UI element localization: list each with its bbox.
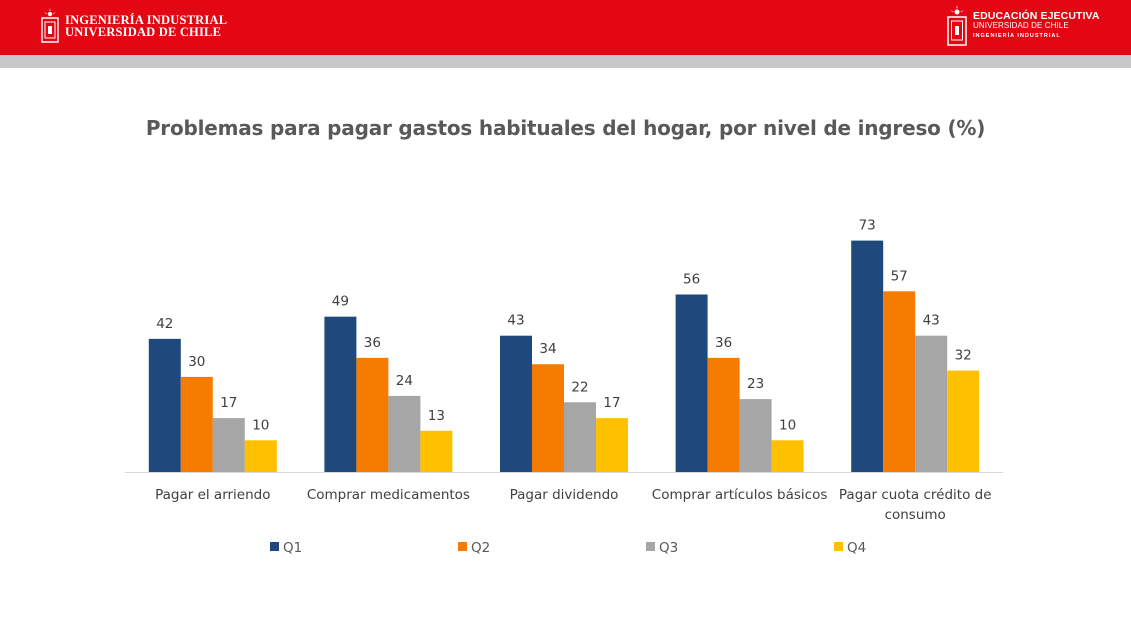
category-label: Comprar artículos básicos: [652, 487, 828, 503]
data-label: 23: [747, 376, 764, 392]
ingenieria-industrial-logo[interactable]: INGENIERÍA INDUSTRIAL UNIVERSIDAD DE CHI…: [40, 7, 227, 45]
legend-label: Q4: [847, 540, 866, 556]
educacion-ejecutiva-logo[interactable]: EDUCACIÓN EJECUTIVA UNIVERSIDAD DE CHILE…: [946, 4, 1100, 48]
data-label: 73: [859, 218, 876, 234]
bar-q4: [596, 418, 628, 472]
data-label: 17: [220, 395, 237, 411]
university-seal-icon: [41, 8, 59, 43]
data-label: 49: [332, 294, 349, 310]
category-label: Comprar medicamentos: [307, 487, 470, 503]
data-label: 57: [891, 268, 908, 284]
data-label: 17: [603, 395, 620, 411]
bar-q2: [883, 291, 916, 472]
data-label: 13: [428, 408, 445, 424]
bar-q3: [915, 335, 948, 472]
legend-swatch: [646, 542, 655, 551]
data-label: 36: [364, 335, 381, 351]
data-label: 36: [715, 335, 732, 351]
data-label: 43: [507, 313, 524, 329]
data-label: 43: [923, 313, 940, 329]
bar-q1: [675, 294, 708, 472]
legend-swatch: [834, 542, 843, 551]
data-label: 10: [779, 417, 796, 433]
left-logo-line1: INGENIERÍA INDUSTRIAL: [65, 13, 228, 27]
category-label: Pagar dividendo: [510, 487, 619, 503]
bar-q2: [707, 357, 740, 472]
data-label: 30: [188, 354, 205, 370]
header-stripe: [0, 55, 1131, 68]
data-label: 22: [571, 379, 588, 395]
data-label: 42: [156, 316, 173, 332]
bar-q3: [212, 418, 245, 472]
data-label: 24: [396, 373, 413, 389]
bar-q4: [420, 430, 453, 472]
category-label: Pagar cuota crédito de: [839, 487, 992, 503]
header-band: [0, 0, 1131, 55]
category-label: consumo: [885, 507, 946, 523]
data-label: 32: [955, 348, 972, 364]
bar-q4: [947, 370, 980, 472]
legend-label: Q2: [471, 540, 490, 556]
bar-q1: [500, 335, 532, 472]
chart-title: Problemas para pagar gastos habituales d…: [145, 116, 986, 140]
right-logo-line2: UNIVERSIDAD DE CHILE: [973, 21, 1069, 30]
bar-q1: [324, 316, 357, 472]
category-label: Pagar el arriendo: [155, 487, 270, 503]
right-logo-line3: INGENIERÍA INDUSTRIAL: [973, 33, 1061, 39]
bar-q3: [564, 402, 596, 472]
right-logo-line1: EDUCACIÓN EJECUTIVA: [973, 10, 1100, 22]
right-logo-text: EDUCACIÓN EJECUTIVA UNIVERSIDAD DE CHILE…: [973, 11, 1100, 41]
legend-swatch: [270, 542, 279, 551]
legend-swatch: [458, 542, 467, 551]
legend-label: Q1: [283, 540, 302, 556]
data-label: 56: [683, 271, 700, 287]
bar-q3: [388, 395, 421, 472]
left-logo-text: INGENIERÍA INDUSTRIAL UNIVERSIDAD DE CHI…: [65, 13, 228, 39]
bar-q4: [771, 440, 804, 472]
data-label: 34: [539, 341, 556, 357]
bar-q3: [739, 399, 772, 472]
bar-q1: [148, 338, 181, 472]
legend-label: Q3: [659, 540, 678, 556]
university-seal-icon: [947, 5, 967, 46]
bar-q1: [851, 240, 884, 472]
bar-q2: [180, 376, 213, 472]
bar-q2: [356, 357, 389, 472]
bar-q4: [244, 440, 277, 472]
data-label: 10: [252, 417, 269, 433]
bar-q2: [532, 364, 564, 472]
left-logo-line2: UNIVERSIDAD DE CHILE: [65, 25, 222, 39]
